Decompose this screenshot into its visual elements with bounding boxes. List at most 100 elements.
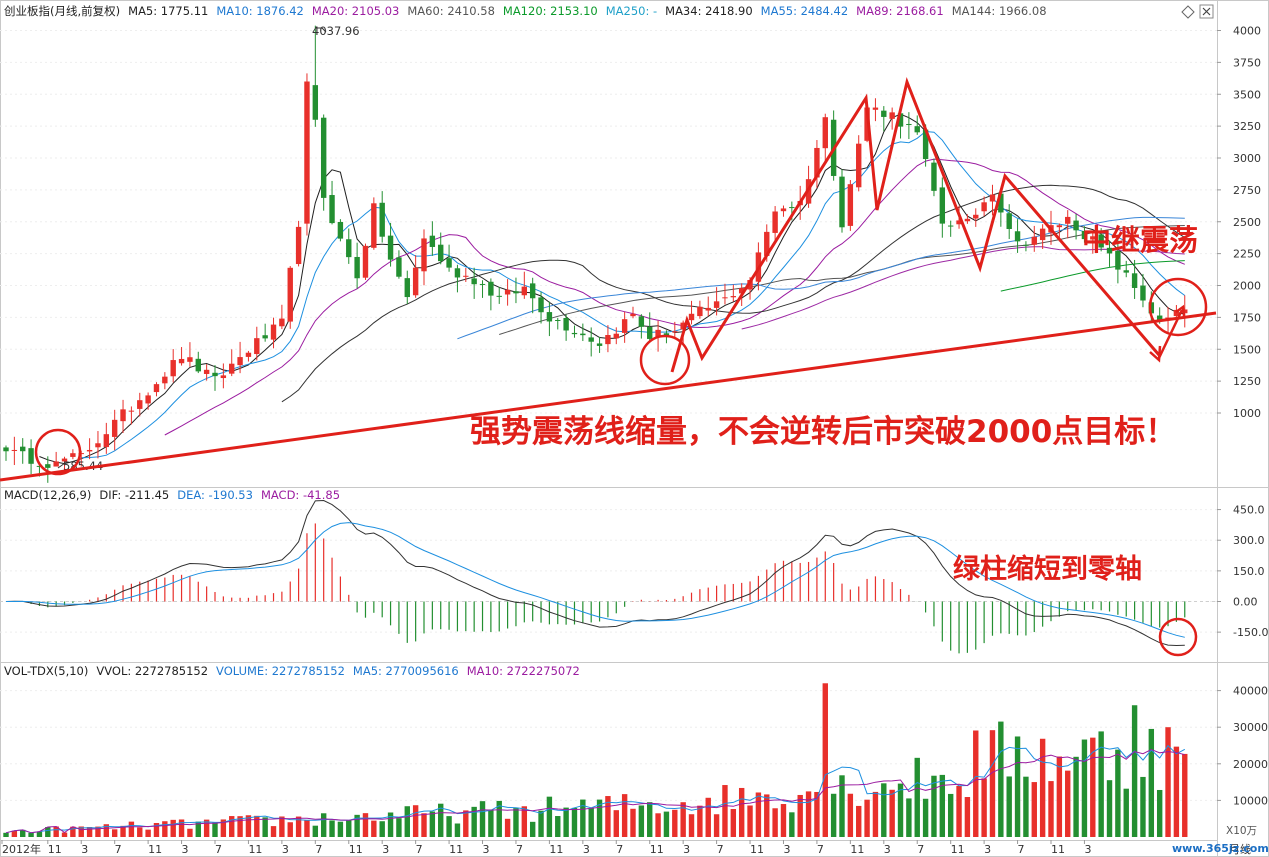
close-icon[interactable] <box>1199 4 1214 19</box>
candle-body <box>747 279 753 290</box>
candle-body <box>906 123 912 125</box>
y-tick-label: 10000 <box>1233 794 1268 807</box>
y-tick-label: -150.0 <box>1233 626 1268 639</box>
candle-body <box>178 358 185 364</box>
candle-body <box>588 337 594 342</box>
ma34-line <box>281 184 1186 403</box>
candle-body <box>295 226 302 265</box>
candle-body <box>3 447 9 452</box>
oscillation-zigzag <box>670 76 1161 373</box>
y-tick-label: 40000 <box>1233 685 1268 698</box>
ma-label: MA5: 1775.11 <box>128 4 208 18</box>
candle-body <box>655 329 661 338</box>
volume-bar <box>320 813 327 837</box>
volume-bar <box>1148 728 1155 837</box>
volume-bar <box>1006 776 1012 837</box>
volume-bar <box>371 820 377 837</box>
candle-body <box>11 449 18 451</box>
x-tick-label: 11 <box>148 843 162 856</box>
volume-bar <box>621 794 628 837</box>
volume-bar <box>36 831 43 837</box>
candle-body <box>1148 302 1155 314</box>
high-marker: 4037.96 <box>312 24 360 38</box>
candle-body <box>939 187 946 224</box>
volume-bar <box>86 827 93 837</box>
volume-bar <box>1073 756 1079 837</box>
volume-bar <box>555 816 561 837</box>
volume-bar <box>814 791 820 837</box>
volume-bar <box>521 806 528 837</box>
x-axis: 2012年 11 3 7 11 3 7 11 3 7 11 3 7 11 3 7 11 3 7 11 3 7 11 3 7 11 3… <box>1 840 1091 856</box>
candle-body <box>195 358 201 372</box>
volume-bar <box>45 827 51 837</box>
x-tick-label: 7 <box>817 843 824 856</box>
volume-bar <box>596 799 603 837</box>
volume-bar <box>713 814 720 837</box>
candle-body <box>571 332 578 335</box>
volume-bar <box>379 821 385 837</box>
candle-body <box>337 221 344 239</box>
x-tick-label: 3 <box>282 843 289 856</box>
y-tick-label: 20000 <box>1233 758 1268 771</box>
y-tick-label: 2250 <box>1233 248 1261 261</box>
x-tick-label: 3 <box>483 843 490 856</box>
volume-bar <box>11 830 18 837</box>
candle-body <box>1065 216 1071 224</box>
circle-bottom-2018 <box>639 334 691 386</box>
candle-body <box>922 129 929 160</box>
x-tick-label: 11 <box>48 843 62 856</box>
candle-body <box>738 288 745 294</box>
candle-body <box>304 81 310 224</box>
volume-bar <box>1106 780 1113 837</box>
volume-bar <box>847 793 854 837</box>
x-tick-label: 3 <box>81 843 88 856</box>
y-tick-label: 2000 <box>1233 280 1261 293</box>
header-label: VOLUME: 2272785152 <box>216 664 345 678</box>
x-tick-label: 7 <box>717 843 724 856</box>
candle-body <box>881 110 887 117</box>
volume-bar <box>488 809 494 837</box>
volume-bar <box>287 822 293 837</box>
candle-body <box>320 117 327 198</box>
volume-bar <box>446 816 452 837</box>
y-tick-label: 1000 <box>1233 407 1261 420</box>
y-tick-label: 2500 <box>1233 216 1261 229</box>
ma-label: MA10: 1876.42 <box>216 4 304 18</box>
volume-bar <box>864 799 870 837</box>
x-tick-label: 11 <box>248 843 262 856</box>
volume-bar <box>212 822 218 837</box>
candle-body <box>621 319 628 333</box>
candle-body <box>429 235 436 247</box>
x-tick-label: 7 <box>315 843 322 856</box>
x-tick-label: 3 <box>884 843 891 856</box>
x-tick-label: 2012年 <box>2 842 41 856</box>
y-axis: 4000 3750 3500 3250 3000 2750 2500 2250 2000 1750… <box>1217 25 1268 807</box>
macd-dif-line <box>5 499 1185 647</box>
y-tick-label: 3000 <box>1233 152 1261 165</box>
volume-bar <box>187 828 193 837</box>
candle-body <box>387 235 394 260</box>
volume-bar <box>529 821 536 837</box>
x-tick-label: 11 <box>951 843 965 856</box>
candle-body <box>580 333 586 336</box>
volume-bar <box>137 827 143 837</box>
candle-body <box>973 214 979 219</box>
high-label: 4037.96 <box>312 24 360 38</box>
ma-label: MA20: 2105.03 <box>312 4 400 18</box>
x-tick-label: 7 <box>516 843 523 856</box>
candle-body <box>254 338 260 355</box>
volume-bar <box>647 802 653 837</box>
volume-bar <box>906 798 912 837</box>
volume-bar <box>931 775 937 837</box>
volume-bar <box>229 816 235 837</box>
volume-panel-header: VOL-TDX(5,10) VVOL: 2272785152 VOLUME: 227… <box>4 664 580 678</box>
volume-bar <box>1048 781 1054 837</box>
x-tick-label: 11 <box>549 843 563 856</box>
volume-bar <box>947 793 954 837</box>
diamond-icon[interactable] <box>1181 5 1195 19</box>
volume-bar <box>61 832 68 837</box>
candle-body <box>546 312 553 322</box>
volume-bar <box>120 825 126 837</box>
candle-body <box>28 448 34 464</box>
